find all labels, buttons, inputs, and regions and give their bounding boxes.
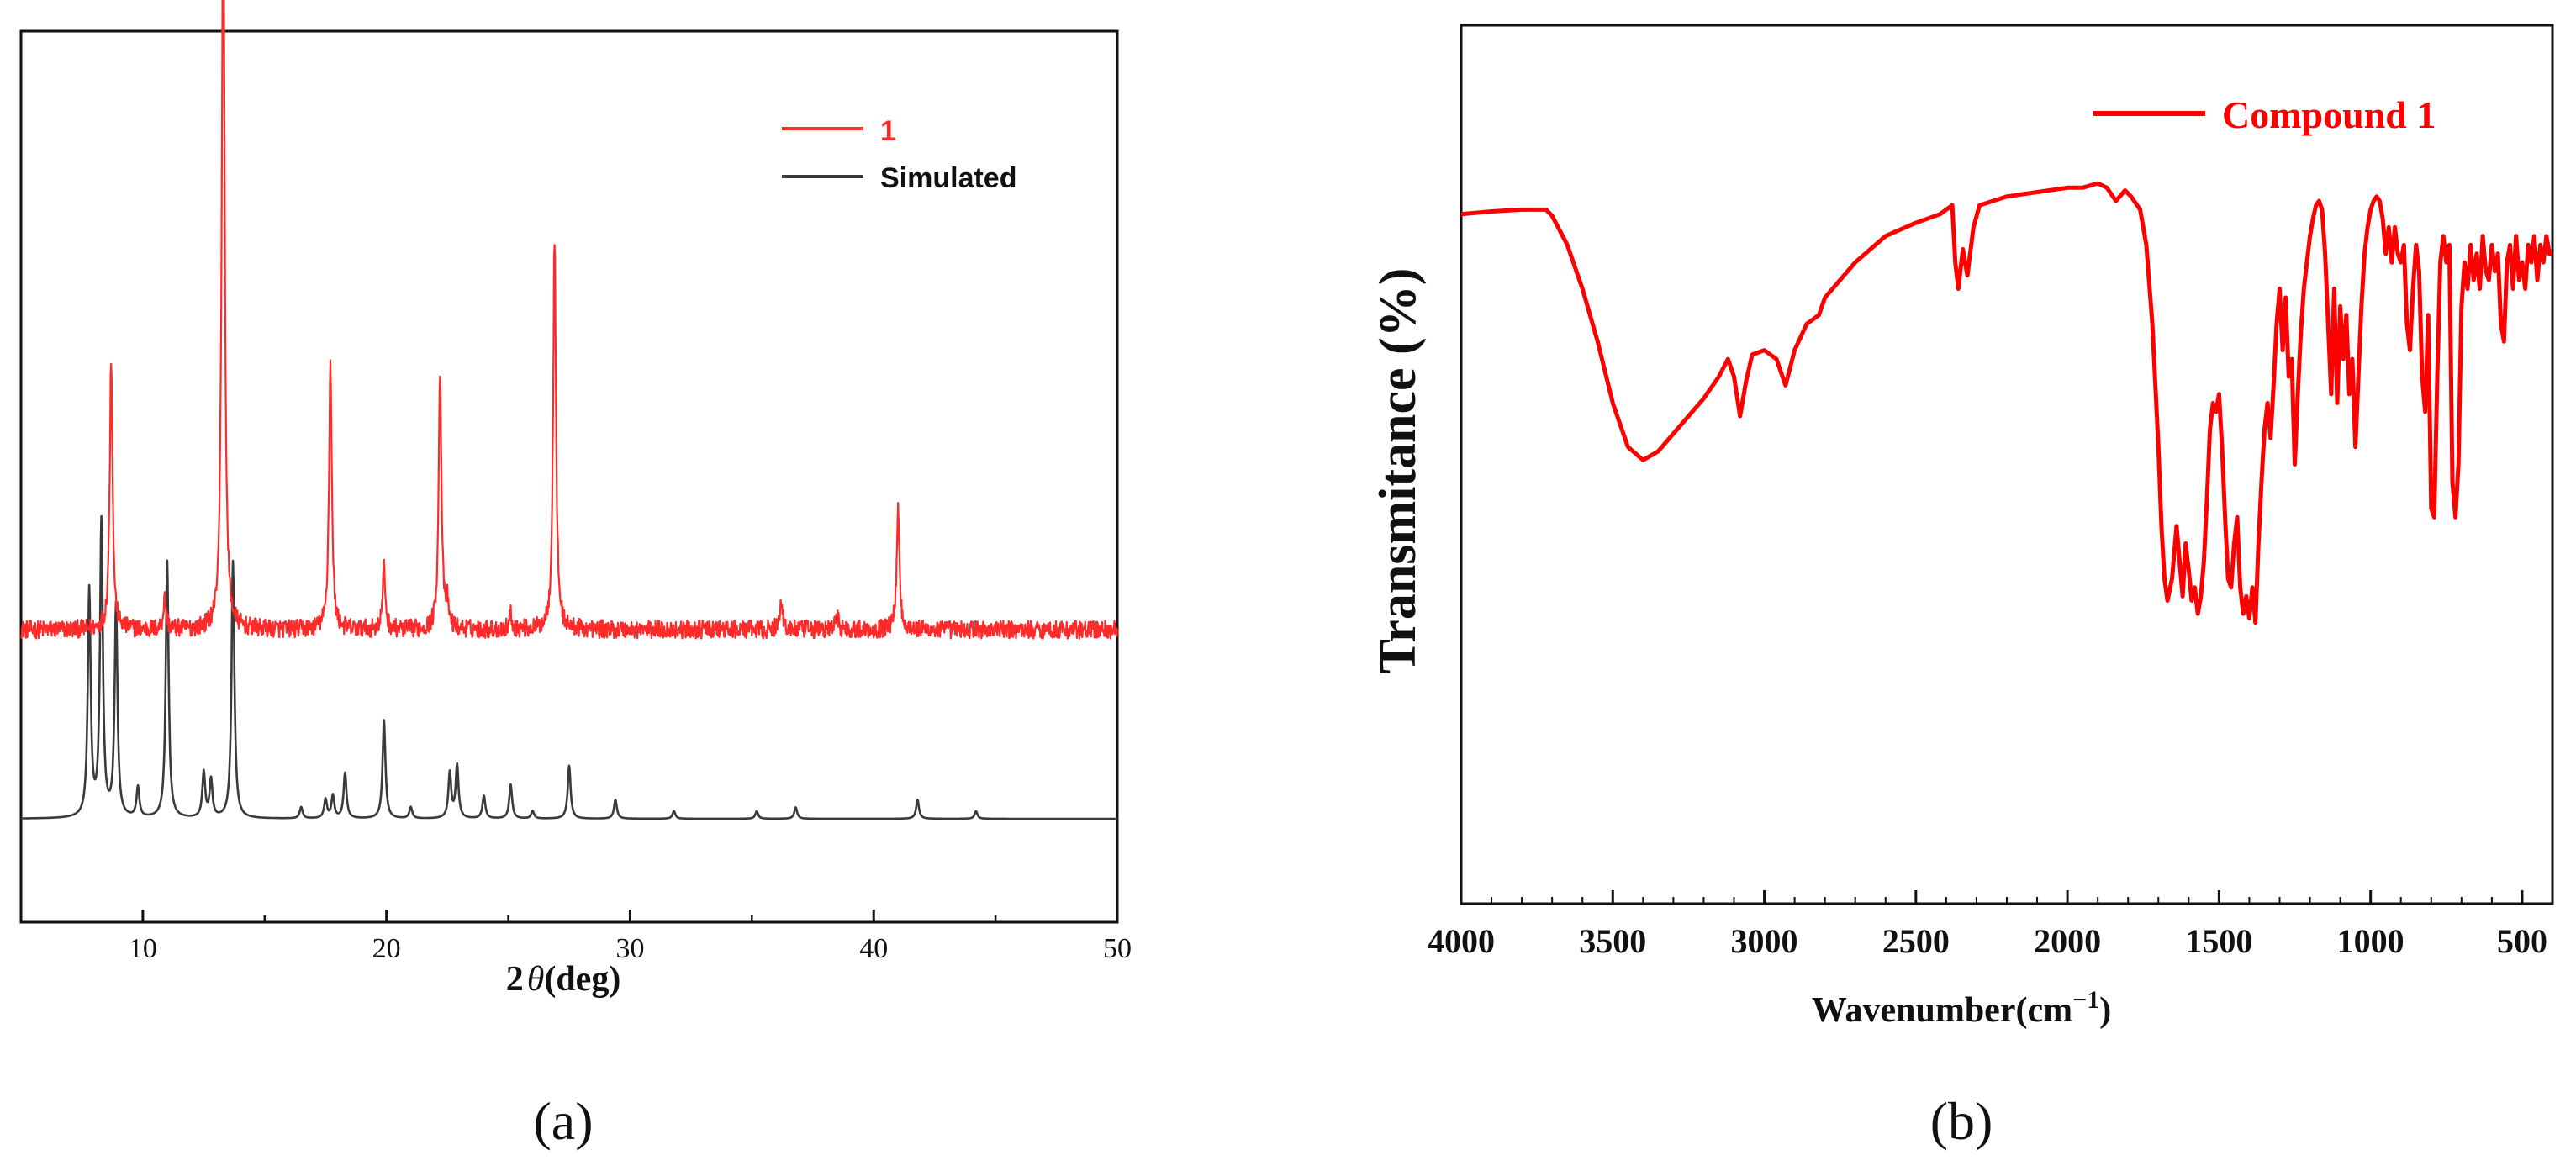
x-tick-label: 2000 xyxy=(2034,922,2101,960)
panel-b-plot-frame xyxy=(1460,24,2554,905)
x-tick-label: 20 xyxy=(372,933,401,964)
series-line-compound-1 xyxy=(1460,181,2552,625)
panel-a-traces xyxy=(20,0,1119,820)
panel-a-legend: 1 Simulated xyxy=(782,115,1016,194)
panel-a-x-axis: 10 20 30 40 50 xyxy=(19,910,1132,964)
x-tick-label: 1000 xyxy=(2337,922,2404,960)
x-tick-label: 1500 xyxy=(2185,922,2252,960)
x-tick-label: 30 xyxy=(615,933,644,964)
panel-b-traces xyxy=(1460,181,2552,625)
x-tick-label: 500 xyxy=(2497,922,2547,960)
series-line-1 xyxy=(20,0,1119,640)
panel-b-legend: Compound 1 xyxy=(2093,93,2436,136)
x-tick-label: 2500 xyxy=(1882,922,1950,960)
x-tick-label: 40 xyxy=(859,933,888,964)
series-line-simulated xyxy=(20,514,1118,820)
x-tick-label: 3500 xyxy=(1579,922,1646,960)
panel-b-x-axis: 4000 3500 3000 2500 2000 1500 1000 500 xyxy=(1428,890,2547,960)
x-tick-label: 50 xyxy=(1103,933,1132,964)
legend-label-simulated: Simulated xyxy=(880,162,1016,194)
legend-label-1: 1 xyxy=(880,115,896,147)
panel-a-x-axis-title: 2θ(deg) xyxy=(506,960,621,999)
panel-b-x-axis-title: Wavenumber(cm−1) xyxy=(1812,986,2111,1030)
panel-b-ir-chart: 4000 3500 3000 2500 2000 1500 1000 500 Compound… xyxy=(1370,24,2554,1151)
panel-a-xrd-chart: 10 20 30 40 50 1 Simulated 2θ(deg) (a) xyxy=(19,0,1132,1151)
panel-a-label: (a) xyxy=(533,1091,593,1151)
panel-b-y-axis-title: Transmitance (%) xyxy=(1370,268,1427,674)
panel-b-label: (b) xyxy=(1930,1091,1993,1151)
x-tick-label: 10 xyxy=(129,933,157,964)
panel-a-plot-frame xyxy=(19,29,1119,924)
x-tick-label: 4000 xyxy=(1428,922,1495,960)
x-tick-label: 3000 xyxy=(1731,922,1798,960)
legend-label-compound-1: Compound 1 xyxy=(2222,93,2436,136)
